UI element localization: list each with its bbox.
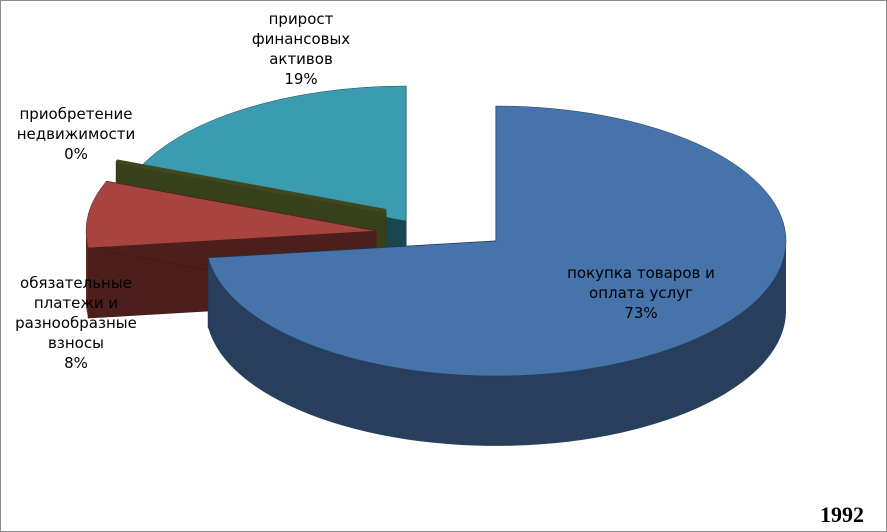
value-label: 8% [64, 354, 88, 372]
slice-label: прирост финансовых активов 19% [244, 9, 359, 89]
pie-slice [207, 105, 787, 377]
slice-label: приобретение недвижимости 0% [6, 104, 146, 164]
pie-slice [85, 181, 377, 249]
value-label: 19% [284, 70, 318, 88]
slice-wall [86, 231, 89, 318]
category-label: покупка товаров и оплата услуг [567, 264, 715, 302]
pie-slice [116, 159, 387, 213]
annotation: 1992 [820, 502, 864, 527]
slice-wall [208, 241, 787, 446]
category-label: приобретение недвижимости [16, 105, 136, 143]
category-label: обязательные платежи и разнообразные взн… [15, 274, 137, 352]
slice-label: покупка товаров и оплата услуг 73% [559, 263, 724, 323]
category-label: прирост финансовых активов [251, 10, 351, 68]
pie-slice [135, 85, 407, 222]
slice-label: обязательные платежи и разнообразные взн… [14, 273, 139, 373]
value-label: 0% [64, 145, 88, 163]
value-label: 73% [624, 304, 658, 322]
